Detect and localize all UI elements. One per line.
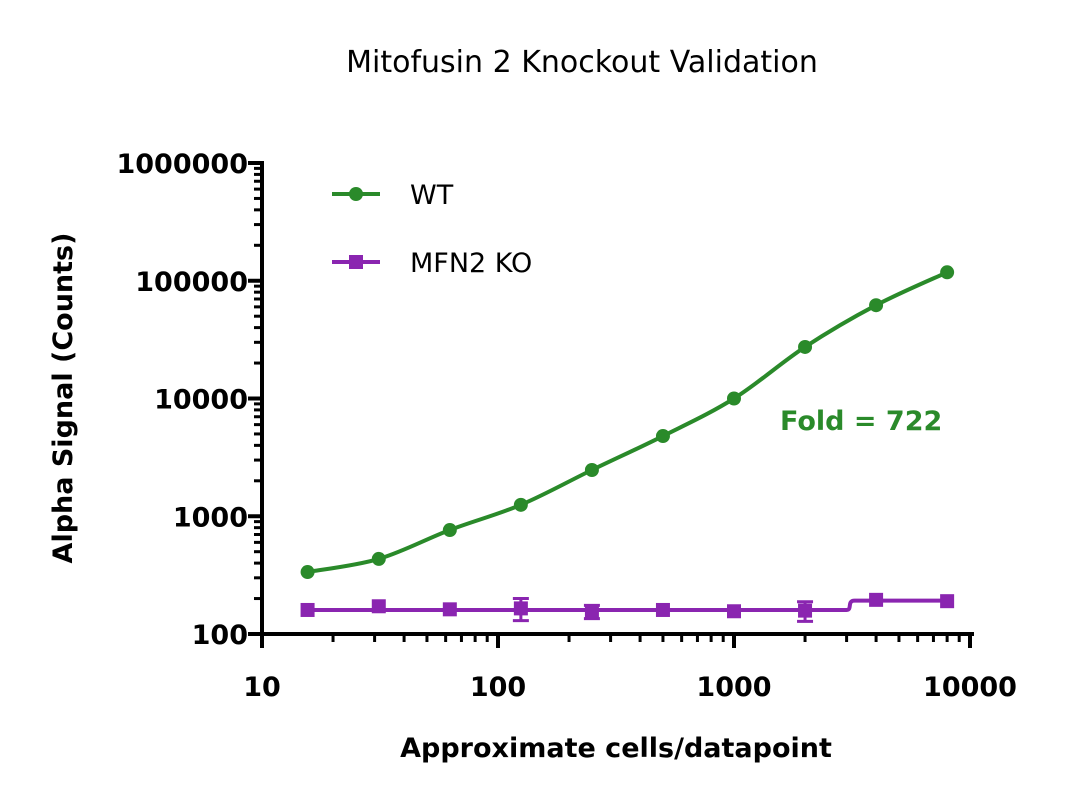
wt-point [798,339,813,354]
mfn2-ko-point [300,602,315,617]
wt-point [513,497,528,512]
wt-point [869,298,884,313]
mfn2-ko-point [442,602,457,617]
mfn2-ko-point [371,599,386,614]
wt-point [940,265,955,280]
mfn2-ko-point [940,594,955,609]
mfn2-ko-fit-curve [307,598,948,612]
legend-label: MFN2 KO [410,248,532,279]
fold-annotation: Fold = 722 [780,406,942,437]
legend-square-marker [349,255,363,269]
y-tick-label: 100 [192,620,248,651]
mfn2-ko-point [727,604,741,619]
mfn2-ko-point [584,604,599,619]
wt-point [371,551,386,566]
legend-label: WT [410,180,454,211]
legend-circle-marker [349,187,363,201]
y-tick-label: 100000 [135,267,248,298]
mfn2-ko-point [655,602,670,617]
y-tick-label: 1000000 [116,149,248,180]
y-tick-label: 1000 [173,502,248,533]
wt-point [300,565,315,580]
chart-title: Mitofusin 2 Knockout Validation [346,45,818,80]
x-tick-label: 100 [470,672,526,703]
x-tick-label: 10000 [923,672,1017,703]
x-tick-label: 1000 [696,672,771,703]
y-tick-label: 10000 [154,385,248,416]
wt-point [727,391,741,406]
wt-point [584,463,599,478]
y-axis-title: Alpha Signal (Counts) [48,233,79,564]
wt-point [442,523,457,538]
x-tick-label: 10 [243,672,281,703]
wt-fit-curve [307,270,948,574]
x-axis-title: Approximate cells/datapoint [400,733,832,764]
mfn2-ko-point [798,603,813,618]
mfn2-ko-point [513,601,528,616]
wt-point [655,429,670,444]
mfn2-ko-point [869,592,884,607]
